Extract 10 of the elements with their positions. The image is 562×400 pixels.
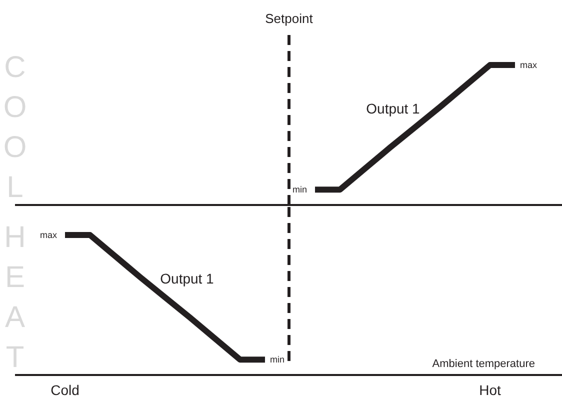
x-tick-label: Hot [479, 382, 501, 398]
annotation: max [520, 60, 538, 70]
x-tick-label: Cold [50, 382, 80, 398]
annotation: min [270, 354, 285, 365]
annotation: Output 1 [366, 100, 420, 116]
annotation: max [40, 230, 58, 240]
annotation: min [292, 184, 307, 195]
text: Setpoint [265, 11, 314, 26]
annotation: Output 1 [160, 270, 214, 286]
x-axis-title: Ambient temperature [432, 358, 535, 370]
